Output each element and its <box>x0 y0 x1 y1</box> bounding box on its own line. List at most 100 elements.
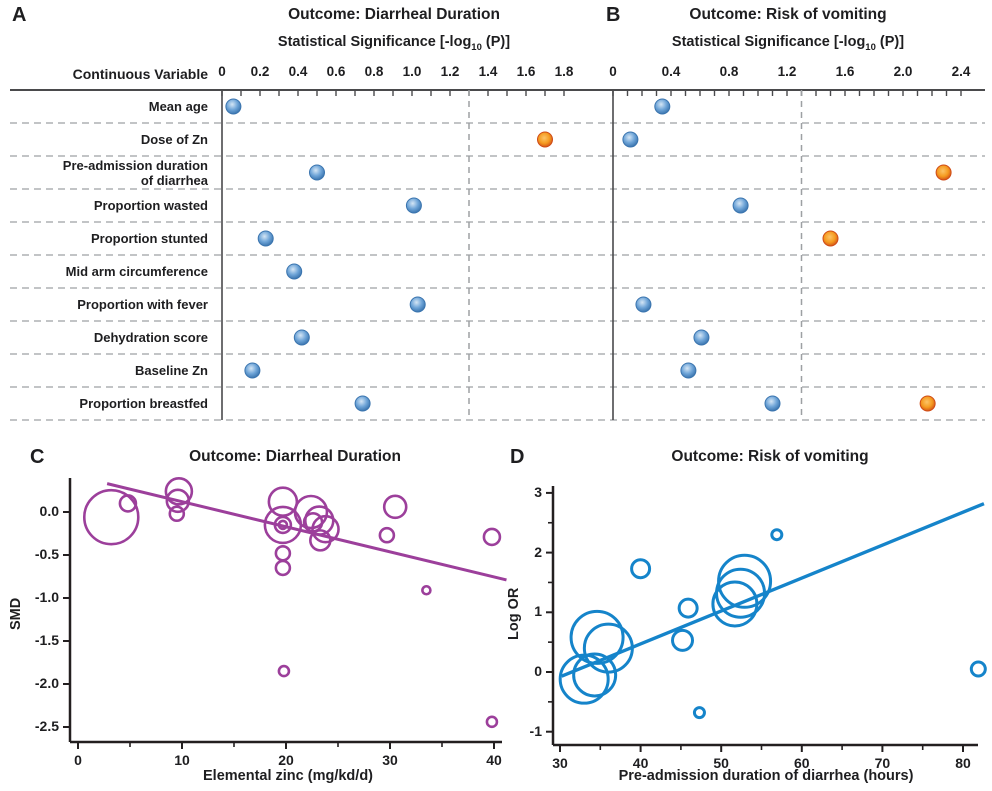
y-tick-label: -1 <box>529 722 542 739</box>
y-tick-label: 0.0 <box>39 503 59 519</box>
y-tick-label: 2 <box>534 543 542 560</box>
panel-c-title: Outcome: Diarrheal Duration <box>189 448 401 465</box>
x-tick-label: 0.4 <box>288 64 308 79</box>
study-bubble <box>770 528 784 542</box>
study-bubble <box>168 505 186 523</box>
row-label: Mean age <box>148 99 208 114</box>
panel-b-letter: B <box>606 4 621 26</box>
row-label: Proportion with fever <box>77 297 208 312</box>
x-tick-label: 70 <box>874 755 891 771</box>
x-tick-label: 40 <box>486 752 502 768</box>
significance-dot <box>309 164 325 181</box>
panel-d-letter: D <box>510 446 525 468</box>
x-tick-label: 1.6 <box>835 64 855 79</box>
x-tick-label: 0 <box>609 64 617 79</box>
significance-dot <box>244 362 261 379</box>
significance-dot <box>293 329 310 346</box>
study-bubble <box>274 559 292 577</box>
x-tick-label: 1.6 <box>516 64 536 79</box>
row-label: Dose of Zn <box>140 132 208 147</box>
x-tick-label: 30 <box>552 755 568 771</box>
x-tick-label: 2.0 <box>893 64 913 79</box>
row-label: Proportion stunted <box>91 231 208 246</box>
panel-c-yaxis-label: SMD <box>8 597 24 630</box>
study-bubble <box>969 660 987 678</box>
significance-dot <box>764 395 781 412</box>
row-header: Continuous Variable <box>72 66 208 82</box>
y-tick-label: 3 <box>534 483 542 500</box>
panel-c-letter: C <box>30 446 45 468</box>
significance-dot <box>286 263 303 280</box>
panel-a-axis-title: Statistical Significance [-log10 (P)] <box>277 34 511 53</box>
panel-d-xaxis-label: Pre-admission duration of diarrhea (hour… <box>618 768 914 784</box>
row-label: Proportion wasted <box>93 198 208 213</box>
x-tick-label: 0.2 <box>250 64 270 79</box>
study-bubble <box>118 494 138 513</box>
panel-a-letter: A <box>12 4 27 26</box>
y-tick-label: -1.5 <box>34 632 59 648</box>
trend-line <box>106 482 507 582</box>
study-bubble <box>630 558 652 580</box>
x-tick-label: 0.8 <box>719 64 739 79</box>
x-tick-label: 1.0 <box>402 64 422 79</box>
x-tick-label: 0.8 <box>364 64 384 79</box>
study-bubble <box>482 527 502 547</box>
panel-c-xaxis-label: Elemental zinc (mg/kd/d) <box>203 768 373 784</box>
significance-dot <box>354 395 371 412</box>
significance-dot <box>693 329 710 346</box>
study-bubble <box>382 494 408 520</box>
row-label: Pre-admission duration of diarrhea <box>62 157 208 188</box>
x-tick-label: 30 <box>382 752 398 768</box>
significance-dot <box>409 296 426 313</box>
study-bubble <box>165 488 191 514</box>
y-tick-label: 0 <box>534 663 542 679</box>
study-bubble <box>311 514 340 544</box>
y-tick-label: -2.0 <box>34 675 59 691</box>
study-bubble <box>267 486 299 517</box>
x-tick-label: 10 <box>174 752 190 768</box>
panel-d-yaxis-label: Log OR <box>506 587 522 640</box>
x-tick-label: 1.2 <box>777 64 797 79</box>
y-tick-label: -0.5 <box>34 546 59 562</box>
study-bubble <box>277 664 291 678</box>
x-tick-label: 2.4 <box>951 64 971 79</box>
study-bubble <box>677 597 699 619</box>
x-tick-label: 0 <box>218 64 226 79</box>
study-bubble <box>378 526 396 544</box>
study-bubble <box>309 529 332 552</box>
y-tick-label: 1 <box>534 603 542 620</box>
study-bubble <box>421 584 432 596</box>
study-bubble <box>671 628 695 652</box>
significance-dot <box>919 395 936 412</box>
row-label: Mid arm circumference <box>65 264 208 279</box>
significance-dot <box>654 98 671 115</box>
study-bubble <box>274 544 292 562</box>
y-tick-label: -1.0 <box>34 589 59 605</box>
significance-dot <box>225 98 242 115</box>
study-bubble <box>82 488 140 546</box>
x-tick-label: 20 <box>278 752 294 768</box>
study-bubble <box>293 494 329 530</box>
panel-a-title: Outcome: Diarrheal Duration <box>288 6 500 23</box>
x-tick-label: 1.4 <box>478 64 498 79</box>
x-tick-label: 80 <box>955 755 971 771</box>
significance-dot <box>635 296 652 313</box>
significance-dot <box>935 164 952 181</box>
x-tick-label: 0.4 <box>661 64 681 79</box>
x-tick-label: 1.2 <box>440 64 460 79</box>
x-tick-label: 1.8 <box>554 64 574 79</box>
significance-dot <box>257 230 274 247</box>
y-tick-label: -2.5 <box>34 718 59 734</box>
significance-dot <box>537 131 553 148</box>
significance-dot <box>732 197 749 214</box>
x-tick-label: 60 <box>794 755 810 771</box>
x-tick-label: 0 <box>74 752 82 768</box>
trend-line <box>560 502 985 678</box>
row-label: Dehydration score <box>93 330 208 345</box>
significance-dot <box>405 197 422 214</box>
study-bubble <box>485 715 499 729</box>
study-bubble <box>711 580 759 628</box>
panel-b-title: Outcome: Risk of vomiting <box>689 6 887 23</box>
